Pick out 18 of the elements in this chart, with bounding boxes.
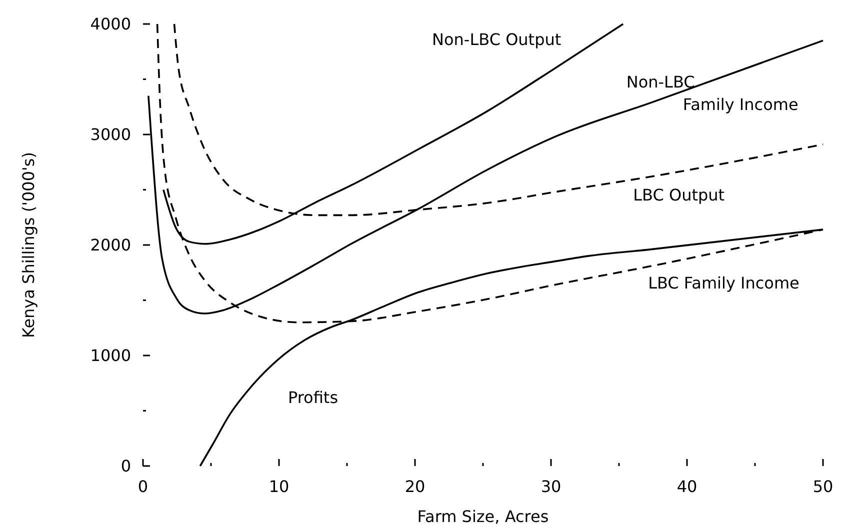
- series-label: Non-LBC Output: [432, 30, 562, 50]
- y-tick-label: 1000: [90, 346, 131, 366]
- series-label: LBC Family Income: [648, 274, 800, 293]
- series-label: Non-LBC Family Income: [626, 72, 798, 114]
- series-label: Profits: [288, 388, 338, 407]
- y-axis-title: Kenya Shillings ('000's): [19, 152, 38, 338]
- series-label: LBC Output: [633, 186, 725, 205]
- x-tick-label: 20: [404, 477, 426, 496]
- x-tick-label: 30: [540, 477, 562, 496]
- x-axis-title: Farm Size, Acres: [417, 507, 549, 526]
- y-tick-label: 4000: [90, 14, 131, 34]
- y-tick-label: 3000: [90, 125, 131, 144]
- y-tick-label: 0: [120, 456, 131, 476]
- y-tick-label: 2000: [90, 236, 131, 255]
- x-tick-label: 40: [676, 477, 698, 496]
- x-tick-label: 10: [268, 477, 290, 496]
- x-tick-label: 0: [138, 477, 148, 496]
- x-tick-label: 50: [812, 477, 834, 496]
